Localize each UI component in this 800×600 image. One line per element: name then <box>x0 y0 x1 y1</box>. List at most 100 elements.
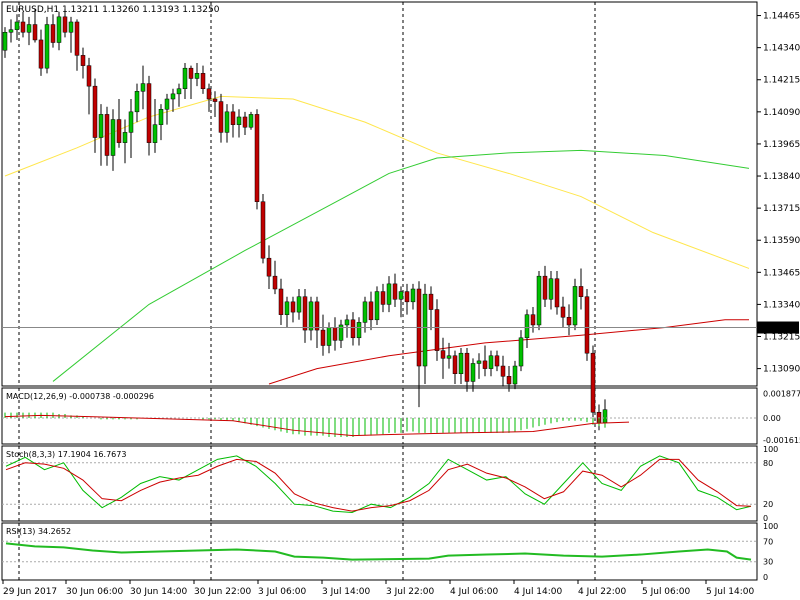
candle-body <box>278 288 284 315</box>
candle-body <box>404 291 410 303</box>
pane-frame-4 <box>1 522 758 581</box>
time-axis-label: 30 Jun 06:00 <box>66 587 123 597</box>
candle-body <box>584 296 590 354</box>
rsi-axis-label: 30 <box>763 558 773 567</box>
rsi-line <box>5 542 752 561</box>
candle-body <box>242 116 248 128</box>
price-axis-label: 1.14465 <box>763 12 800 22</box>
candle-body <box>98 114 104 138</box>
candle-body <box>302 296 308 331</box>
candle-body <box>458 352 464 374</box>
candle-body <box>518 337 524 367</box>
candle-body <box>62 16 68 33</box>
candle-body <box>350 319 356 339</box>
candle-body <box>566 316 572 326</box>
candle-body <box>536 275 542 326</box>
candle-body <box>44 24 50 69</box>
candle-body <box>440 350 446 359</box>
price-axis-label: 1.13840 <box>763 172 800 182</box>
candle-body <box>500 365 506 377</box>
candle-body <box>116 119 122 143</box>
candle-body <box>182 67 188 89</box>
candle-body <box>56 16 62 43</box>
price-axis-label: 1.13090 <box>763 365 800 375</box>
candle-body <box>308 301 314 331</box>
candle-body <box>344 319 350 326</box>
rsi-axis-label: 100 <box>763 522 778 531</box>
rsi-axis-label: 0 <box>763 573 768 582</box>
candle-body <box>254 114 260 202</box>
candle-body <box>464 352 470 382</box>
candle-body <box>164 98 170 110</box>
time-axis-label: 29 Jun 2017 <box>3 587 57 597</box>
candle-body <box>170 93 176 100</box>
candle-body <box>476 360 482 364</box>
candle-body <box>134 91 140 113</box>
candle-body <box>212 98 218 102</box>
candle-body <box>590 352 596 413</box>
candle-body <box>494 355 500 367</box>
candle-body <box>200 73 206 89</box>
macd-axis-label: 0.001877 <box>763 390 800 399</box>
time-axis-label: 30 Jun 22:00 <box>194 587 251 597</box>
candle-body <box>452 355 458 374</box>
candle-body <box>8 29 14 33</box>
candle-body <box>128 111 134 133</box>
candle-body <box>410 288 416 303</box>
candle-body <box>374 291 380 321</box>
candle-body <box>482 360 488 369</box>
moving-average-line-3 <box>268 319 749 385</box>
candle-body <box>68 21 74 33</box>
price-axis-label: 1.14215 <box>763 76 800 86</box>
candle-body <box>470 363 476 382</box>
candle-body <box>80 55 86 66</box>
candle-body <box>386 283 392 305</box>
price-axis-label: 1.14340 <box>763 44 800 54</box>
price-axis-label: 1.13215 <box>763 333 800 343</box>
candle-body <box>260 201 266 259</box>
candle-body <box>284 301 290 315</box>
candle-body <box>530 314 536 326</box>
current-price-label: 1.13250 <box>761 324 798 334</box>
candle-body <box>296 296 302 313</box>
candle-body <box>158 109 164 125</box>
candle-body <box>320 329 326 346</box>
stoch-main-line <box>5 455 752 513</box>
time-axis-label: 3 Jul 22:00 <box>386 587 435 597</box>
pane-frame-1 <box>1 1 758 387</box>
price-axis-label: 1.13965 <box>763 140 800 150</box>
candle-body <box>50 24 56 43</box>
candle-body <box>86 65 92 87</box>
candle-body <box>146 83 152 143</box>
price-axis-label: 1.13340 <box>763 300 800 310</box>
candle-body <box>488 355 494 369</box>
time-axis-label: 4 Jul 06:00 <box>450 587 499 597</box>
candle-body <box>230 111 236 125</box>
candle-body <box>32 24 38 41</box>
candle-body <box>152 124 158 143</box>
candle-body <box>92 85 98 138</box>
candle-body <box>326 327 332 346</box>
candle-body <box>332 327 338 341</box>
candle-body <box>206 88 212 100</box>
stoch-axis-label: 80 <box>763 459 773 468</box>
candle-body <box>428 293 434 310</box>
candle-body <box>266 257 272 277</box>
candle-body <box>188 67 194 79</box>
candle-body <box>236 116 242 125</box>
candle-body <box>26 24 32 33</box>
candle-body <box>248 114 254 128</box>
time-axis-label: 5 Jul 14:00 <box>706 587 755 597</box>
candle-body <box>140 83 146 92</box>
candle-body <box>506 376 512 385</box>
time-axis-label: 3 Jul 14:00 <box>322 587 371 597</box>
candle-body <box>554 278 560 308</box>
candle-body <box>272 275 278 290</box>
candle-body <box>380 291 386 305</box>
candle-body <box>524 314 530 339</box>
macd-axis-label: -0.001615 <box>763 436 800 445</box>
time-axis-label: 30 Jun 14:00 <box>130 587 187 597</box>
candle-body <box>446 355 452 359</box>
